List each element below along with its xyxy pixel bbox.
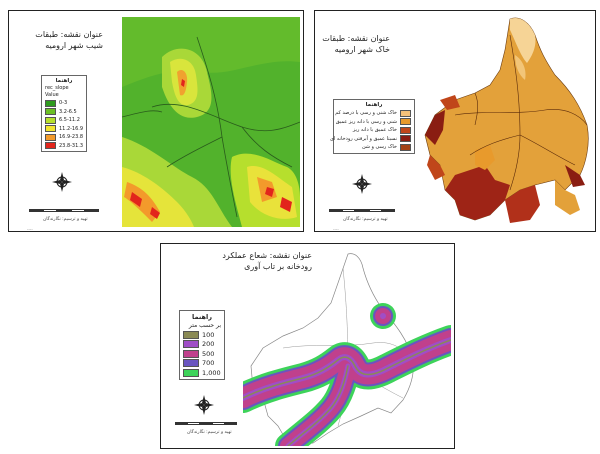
soil-title-line1: عنوان نقشه: طبقات bbox=[322, 34, 390, 43]
coord-label: ---- bbox=[333, 227, 339, 232]
legend-swatch bbox=[45, 133, 56, 141]
slope-legend-item: 6.5-11.2 bbox=[45, 116, 83, 124]
legend-label: 23.8-31.3 bbox=[59, 142, 84, 149]
slope-legend-field: Value bbox=[45, 92, 59, 98]
slope-legend-subtitle: rec_slope bbox=[45, 85, 69, 91]
buffer-title-line2: رودخانه بر تاب آوری bbox=[244, 262, 312, 271]
scale-bar bbox=[175, 422, 238, 425]
coord-label: ---- bbox=[27, 227, 33, 232]
buffer-legend-item: 700 bbox=[183, 359, 221, 367]
buffer-credit: تهیه و ترسیم: نگارندگان bbox=[187, 430, 232, 435]
legend-swatch bbox=[400, 143, 411, 151]
buffer-legend-item: 1,000 bbox=[183, 368, 221, 377]
north-arrow-icon bbox=[52, 172, 72, 192]
slope-credit: تهیه و ترسیم: نگارندگان bbox=[43, 217, 88, 222]
legend-label: 200 bbox=[202, 340, 215, 348]
slope-map-title: عنوان نقشه: طبقات شیب شهر ارومیه bbox=[35, 29, 103, 51]
buffer-legend-subtitle: بر حسب متر bbox=[188, 322, 221, 329]
legend-swatch bbox=[45, 125, 56, 132]
buffer-legend-item: 500 bbox=[183, 349, 221, 358]
north-arrow-icon bbox=[352, 174, 372, 194]
legend-swatch bbox=[45, 142, 56, 149]
buffer-legend-title: راهنما bbox=[192, 313, 212, 321]
legend-swatch bbox=[183, 330, 199, 339]
legend-swatch bbox=[183, 368, 199, 377]
legend-label: خاک عمیق با دانه ریز bbox=[352, 127, 397, 133]
soil-legend-title: راهنما bbox=[365, 102, 383, 108]
soil-map-panel: عنوان نقشه: طبقات خاک شهر ارومیه راهنما … bbox=[314, 10, 596, 232]
slope-map bbox=[122, 17, 300, 227]
slope-legend-item: 11.2-16.9 bbox=[45, 125, 83, 132]
slope-map-panel: عنوان نقشه: طبقات شیب شهر ارومیه راهنما … bbox=[8, 10, 304, 232]
soil-map-title: عنوان نقشه: طبقات خاک شهر ارومیه bbox=[322, 33, 390, 55]
slope-legend-item: 3.2-6.5 bbox=[45, 108, 83, 115]
scale-bar bbox=[329, 209, 396, 212]
slope-legend-item: 16.9-23.8 bbox=[45, 133, 84, 141]
legend-swatch bbox=[400, 109, 411, 117]
slope-title-line1: عنوان نقشه: طبقات bbox=[35, 30, 103, 39]
legend-swatch bbox=[183, 340, 199, 348]
legend-swatch bbox=[45, 99, 56, 107]
legend-label: شنی و رسی با دانه ریز عمیق bbox=[335, 118, 397, 125]
north-arrow-icon bbox=[194, 395, 214, 415]
buffer-map-title: عنوان نقشه: شعاع عملکرد رودخانه بر تاب آ… bbox=[222, 250, 312, 272]
buffer-title-line1: عنوان نقشه: شعاع عملکرد bbox=[222, 251, 312, 260]
slope-legend: راهنما rec_slope Value 0-3 3.2-6.5 6.5-1… bbox=[41, 75, 87, 152]
legend-label: نسبتا عمیق و آبرفتی رودخانه ای bbox=[330, 135, 397, 142]
legend-label: 500 bbox=[202, 349, 215, 358]
river-buffer-map-panel: عنوان نقشه: شعاع عملکرد رودخانه بر تاب آ… bbox=[160, 243, 455, 449]
buffer-legend: راهنما بر حسب متر 100 200 500 700 1,000 bbox=[179, 310, 225, 380]
legend-label: خاک رسی و شن bbox=[361, 144, 397, 150]
soil-legend-item: خاک عمیق با دانه ریز bbox=[337, 126, 411, 134]
buffer-legend-item: 100 bbox=[183, 330, 221, 339]
legend-label: 11.2-16.9 bbox=[59, 125, 84, 132]
legend-label: 0-3 bbox=[59, 100, 68, 106]
soil-legend-item: خاک رسی و شن bbox=[337, 143, 411, 151]
legend-swatch bbox=[183, 359, 199, 367]
soil-legend-item: نسبتا عمیق و آبرفتی رودخانه ای bbox=[330, 135, 411, 142]
legend-label: 1,000 bbox=[202, 368, 221, 377]
legend-label: 3.2-6.5 bbox=[59, 108, 77, 115]
buffer-legend-item: 200 bbox=[183, 340, 221, 348]
slope-title-line2: شیب شهر ارومیه bbox=[45, 41, 103, 50]
legend-swatch bbox=[400, 118, 411, 125]
legend-swatch bbox=[400, 135, 411, 142]
slope-legend-item: 0-3 bbox=[45, 99, 83, 107]
slope-legend-title: راهنما bbox=[55, 78, 73, 84]
soil-legend-item: خاک شنی و رسی با درصد کم bbox=[335, 109, 411, 117]
legend-label: خاک شنی و رسی با درصد کم bbox=[335, 110, 397, 116]
legend-swatch bbox=[400, 126, 411, 134]
legend-label: 6.5-11.2 bbox=[59, 117, 80, 123]
soil-legend: راهنما خاک شنی و رسی با درصد کم شنی و رس… bbox=[330, 99, 415, 154]
soil-map bbox=[424, 17, 589, 223]
soil-legend-item: شنی و رسی با دانه ریز عمیق bbox=[335, 118, 411, 125]
scale-bar bbox=[29, 209, 99, 212]
legend-swatch bbox=[183, 349, 199, 358]
legend-swatch bbox=[45, 116, 56, 124]
soil-credit: تهیه و ترسیم: نگارندگان bbox=[343, 217, 388, 222]
legend-swatch bbox=[45, 108, 56, 115]
legend-label: 100 bbox=[202, 330, 215, 339]
slope-legend-item: 23.8-31.3 bbox=[45, 142, 83, 149]
legend-label: 16.9-23.8 bbox=[59, 134, 84, 140]
river-buffer-map bbox=[243, 253, 451, 446]
legend-label: 700 bbox=[202, 359, 215, 367]
soil-title-line2: خاک شهر ارومیه bbox=[334, 45, 390, 54]
